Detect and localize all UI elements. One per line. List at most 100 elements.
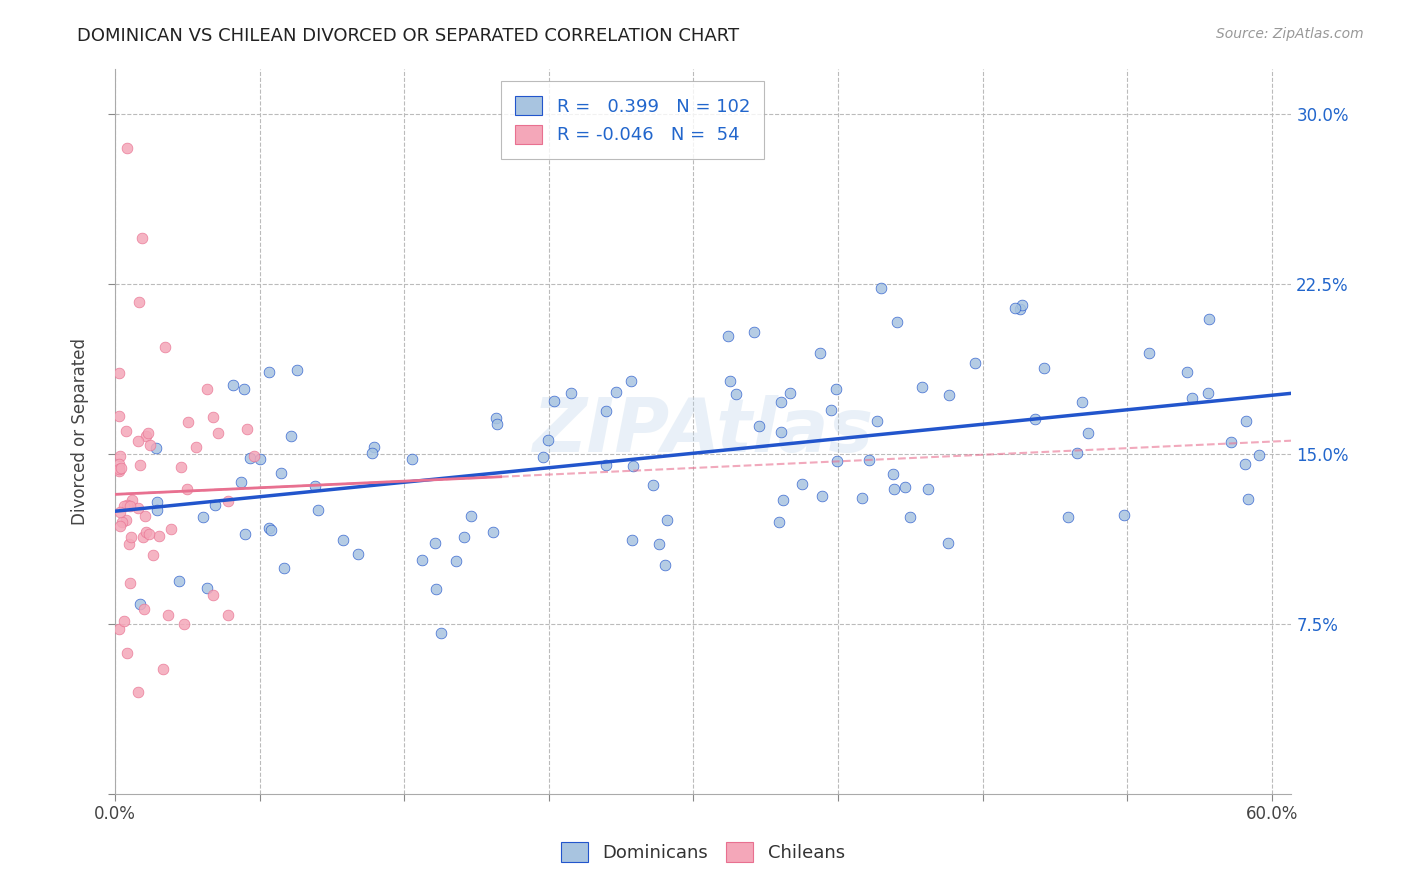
Point	[886, 315, 908, 329]
Point	[537, 434, 560, 448]
Point	[118, 537, 141, 551]
Point	[260, 523, 283, 537]
Point	[1236, 491, 1258, 506]
Point	[176, 415, 198, 429]
Point	[898, 510, 921, 524]
Point	[1004, 301, 1026, 315]
Point	[280, 429, 302, 443]
Point	[233, 526, 256, 541]
Point	[229, 475, 252, 490]
Point	[1198, 312, 1220, 326]
Point	[858, 452, 880, 467]
Point	[186, 440, 208, 454]
Point	[938, 388, 960, 402]
Point	[204, 498, 226, 512]
Point	[882, 467, 904, 482]
Point	[643, 477, 665, 491]
Point	[107, 462, 129, 476]
Point	[273, 561, 295, 575]
Point	[157, 608, 180, 623]
Point	[152, 662, 174, 676]
Point	[363, 440, 385, 454]
Point	[347, 547, 370, 561]
Point	[169, 459, 191, 474]
Point	[132, 601, 155, 615]
Point	[257, 521, 280, 535]
Point	[129, 458, 152, 473]
Point	[1024, 412, 1046, 426]
Point	[482, 525, 505, 540]
Point	[360, 446, 382, 460]
Point	[825, 382, 848, 396]
Point	[259, 366, 281, 380]
Point	[1234, 457, 1257, 471]
Point	[115, 498, 138, 512]
Point	[453, 530, 475, 544]
Point	[485, 417, 508, 431]
Point	[235, 422, 257, 436]
Point	[1070, 395, 1092, 409]
Point	[304, 478, 326, 492]
Point	[107, 457, 129, 471]
Point	[560, 385, 582, 400]
Point	[748, 419, 770, 434]
Point	[531, 450, 554, 464]
Point	[648, 537, 671, 551]
Point	[139, 438, 162, 452]
Point	[718, 374, 741, 388]
Point	[114, 499, 136, 513]
Point	[118, 500, 141, 514]
Point	[128, 295, 150, 310]
Point	[134, 508, 156, 523]
Point	[167, 574, 190, 588]
Point	[772, 493, 794, 508]
Point	[135, 429, 157, 443]
Point	[120, 530, 142, 544]
Point	[239, 450, 262, 465]
Point	[425, 582, 447, 596]
Point	[121, 493, 143, 508]
Point	[866, 413, 889, 427]
Point	[401, 451, 423, 466]
Point	[145, 441, 167, 455]
Point	[1066, 446, 1088, 460]
Point	[108, 464, 131, 478]
Point	[1077, 425, 1099, 440]
Point	[155, 340, 177, 354]
Point	[108, 506, 131, 520]
Point	[108, 449, 131, 463]
Point	[605, 384, 627, 399]
Point	[136, 425, 159, 440]
Legend: R =   0.399   N = 102, R = -0.046   N =  54: R = 0.399 N = 102, R = -0.046 N = 54	[501, 81, 765, 159]
Point	[127, 501, 149, 516]
Point	[657, 513, 679, 527]
Point	[621, 533, 644, 547]
Point	[217, 494, 239, 508]
Point	[202, 588, 225, 602]
Point	[135, 525, 157, 540]
Point	[911, 380, 934, 394]
Point	[107, 366, 129, 380]
Point	[820, 403, 842, 417]
Point	[120, 576, 142, 591]
Point	[142, 548, 165, 562]
Point	[1197, 385, 1219, 400]
Point	[1008, 301, 1031, 316]
Point	[621, 459, 644, 474]
Point	[195, 382, 218, 396]
Point	[110, 461, 132, 475]
Point	[742, 325, 765, 339]
Point	[131, 231, 153, 245]
Point	[883, 482, 905, 496]
Point	[307, 503, 329, 517]
Point	[1219, 435, 1241, 450]
Point	[191, 509, 214, 524]
Point	[870, 281, 893, 295]
Point	[724, 387, 747, 401]
Point	[543, 394, 565, 409]
Point	[425, 536, 447, 550]
Point	[107, 409, 129, 423]
Point	[111, 515, 134, 529]
Point	[768, 515, 790, 529]
Point	[115, 513, 138, 527]
